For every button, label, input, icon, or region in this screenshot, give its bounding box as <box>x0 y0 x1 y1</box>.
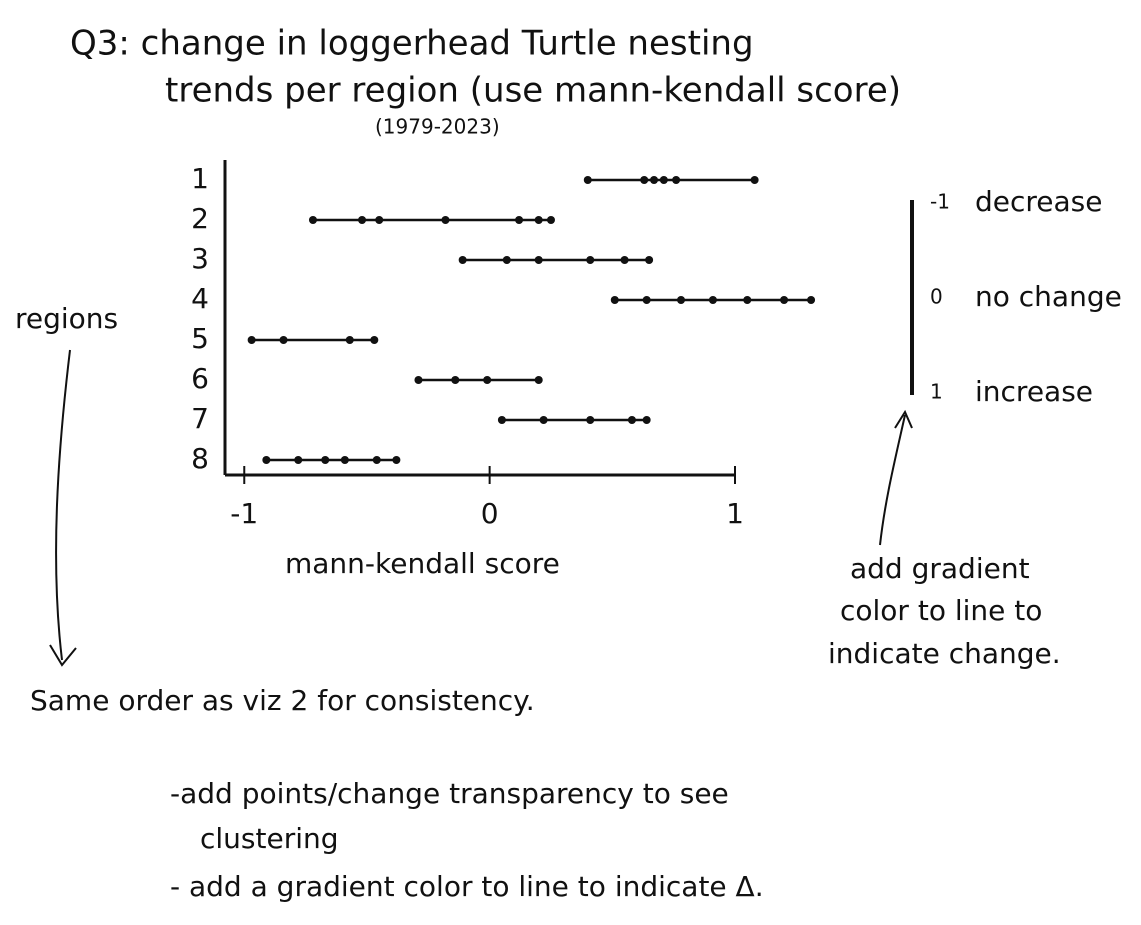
legend-label: increase <box>975 375 1093 408</box>
point <box>645 256 654 264</box>
point <box>458 256 467 264</box>
title-line: trends per region (use mann-kendall scor… <box>165 71 901 111</box>
point <box>534 256 543 264</box>
point <box>262 456 271 464</box>
point <box>642 416 651 424</box>
note: -add points/change transparency to see <box>170 777 729 810</box>
subtitle: (1979-2023) <box>375 115 500 139</box>
y-tick-label: 1 <box>191 162 209 195</box>
note: add gradient <box>850 552 1030 585</box>
legend-value: -1 <box>930 190 950 214</box>
point <box>392 456 401 464</box>
y-tick-label: 6 <box>191 362 209 395</box>
point <box>502 256 511 264</box>
point <box>807 296 816 304</box>
point <box>294 456 303 464</box>
x-tick-label: 0 <box>481 497 499 530</box>
point <box>586 416 595 424</box>
legend-label: no change <box>975 280 1122 313</box>
legend-value: 0 <box>930 285 943 309</box>
point <box>370 336 379 344</box>
point <box>586 256 595 264</box>
legend-label: decrease <box>975 185 1103 218</box>
y-axis-label: regions <box>15 302 118 335</box>
x-tick-label: -1 <box>230 497 258 530</box>
point <box>627 416 636 424</box>
point <box>414 376 423 384</box>
point <box>546 216 555 224</box>
point <box>640 176 649 184</box>
point <box>659 176 668 184</box>
point <box>610 296 619 304</box>
note: indicate change. <box>828 637 1061 670</box>
point <box>539 416 548 424</box>
point <box>750 176 759 184</box>
x-tick-label: 1 <box>726 497 744 530</box>
note: Same order as viz 2 for consistency. <box>30 684 535 717</box>
point <box>743 296 752 304</box>
point <box>534 376 543 384</box>
point <box>620 256 629 264</box>
point <box>483 376 492 384</box>
point <box>321 456 330 464</box>
point <box>642 296 651 304</box>
y-tick-label: 8 <box>191 442 209 475</box>
point <box>583 176 592 184</box>
point <box>375 216 384 224</box>
legend-value: 1 <box>930 380 943 404</box>
point <box>340 456 349 464</box>
y-tick-label: 4 <box>191 282 209 315</box>
note: clustering <box>200 822 339 855</box>
point <box>372 456 381 464</box>
point <box>515 216 524 224</box>
point <box>451 376 460 384</box>
point <box>534 216 543 224</box>
y-tick-label: 5 <box>191 322 209 355</box>
point <box>497 416 506 424</box>
point <box>308 216 317 224</box>
point <box>650 176 659 184</box>
arrow <box>49 349 77 667</box>
point <box>358 216 367 224</box>
point <box>247 336 256 344</box>
x-axis-label: mann-kendall score <box>285 547 560 580</box>
point <box>677 296 686 304</box>
point <box>708 296 717 304</box>
point <box>780 296 789 304</box>
point <box>672 176 681 184</box>
arrow <box>879 409 913 546</box>
title-line: Q3: change in loggerhead Turtle nesting <box>70 24 754 64</box>
y-tick-label: 2 <box>191 202 209 235</box>
note: - add a gradient color to line to indica… <box>170 870 764 903</box>
note: color to line to <box>840 594 1042 627</box>
y-tick-label: 3 <box>191 242 209 275</box>
point <box>345 336 354 344</box>
y-tick-label: 7 <box>191 402 209 435</box>
point <box>279 336 288 344</box>
point <box>441 216 450 224</box>
